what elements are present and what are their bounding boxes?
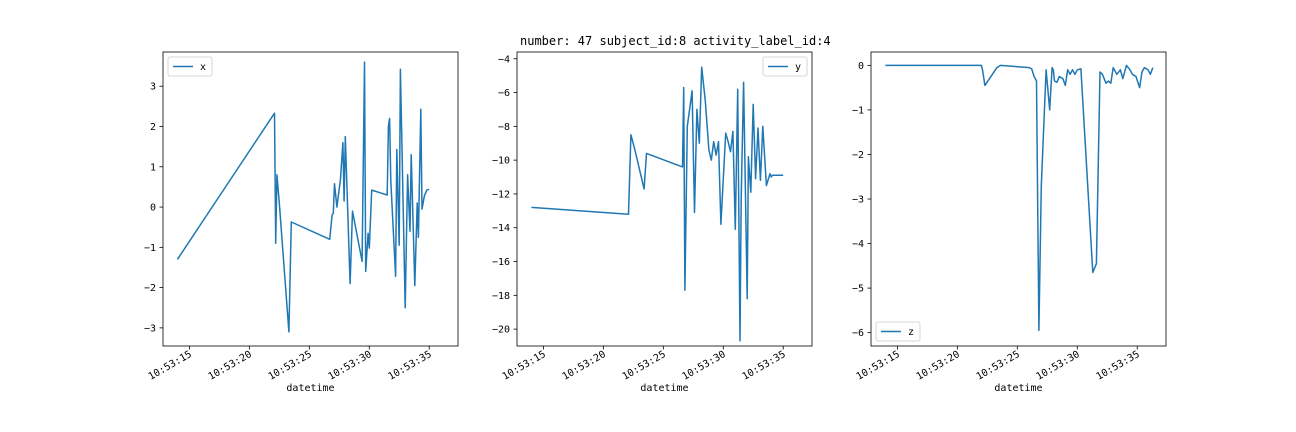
y-tick-label: −3 [144,323,156,334]
axes-frame [162,51,459,347]
y-tick-label: −4 [852,239,864,250]
x-tick-label: 10:53:20 [915,349,962,383]
x-tick-label: 10:53:15 [147,349,194,383]
x-axis-label: datetime [286,383,334,394]
y-tick-label: −2 [852,150,864,161]
y-tick-label: −6 [498,88,510,99]
y-tick-label: 3 [150,82,156,93]
legend-label: y [795,62,801,73]
y-tick-label: −4 [498,54,510,65]
y-tick-label: 0 [858,61,864,72]
x-tick-label: 10:53:25 [267,349,314,383]
legend: y [762,56,808,77]
y-tick-label: −5 [852,284,864,295]
x-tick-label: 10:53:35 [1095,349,1142,383]
y-tick-label: −20 [492,325,510,336]
chart-panel-z: −6 −5 −4 −3 −2 −1 0 10:53:15 10:53:20 10:53:25 10:… [852,51,1167,394]
x-tick-label: 10:53:20 [207,349,254,383]
y-tick-label: −8 [498,122,510,133]
x-tick-label: 10:53:15 [855,349,902,383]
series-line-z [885,64,1154,332]
x-tick-label: 10:53:30 [681,349,728,383]
x-tick-label: 10:53:30 [327,349,374,383]
y-tick-label: 2 [150,122,156,133]
axes-frame [516,51,813,347]
series-line-y [531,66,784,342]
x-axis-label: datetime [640,383,688,394]
chart-panel-x: −3 −2 −1 0 1 2 3 10:53:15 10:53:20 10:53:25 10:53:… [144,51,459,394]
y-tick-label: −2 [144,283,156,294]
y-tick-label: −18 [492,291,510,302]
legend: x [167,56,213,77]
legend-label: x [200,62,206,73]
y-tick-label: −10 [492,156,510,167]
y-tick-label: −6 [852,328,864,339]
y-tick-label: −12 [492,189,510,200]
x-tick-label: 10:53:25 [975,349,1022,383]
y-tick-label: −1 [852,105,864,116]
legend-label: z [908,327,914,338]
y-tick-label: −3 [852,195,864,206]
x-tick-label: 10:53:30 [1035,349,1082,383]
legend: z [875,321,921,342]
axes-frame [870,51,1167,347]
y-tick-label: −14 [492,223,510,234]
figure-title: number: 47 subject_id:8 activity_label_i… [520,34,831,48]
x-tick-label: 10:53:15 [501,349,548,383]
y-tick-label: −1 [144,243,156,254]
x-tick-label: 10:53:35 [741,349,788,383]
y-tick-label: −16 [492,257,510,268]
series-line-x [176,61,430,333]
chart-panel-y: −20 −18 −16 −14 −12 −10 −8 −6 −4 10:53:15 10:53:20… [492,51,813,394]
x-tick-label: 10:53:20 [561,349,608,383]
x-tick-label: 10:53:25 [621,349,668,383]
y-tick-label: 0 [150,203,156,214]
x-tick-label: 10:53:35 [387,349,434,383]
x-axis-label: datetime [994,383,1042,394]
y-tick-label: 1 [150,162,156,173]
